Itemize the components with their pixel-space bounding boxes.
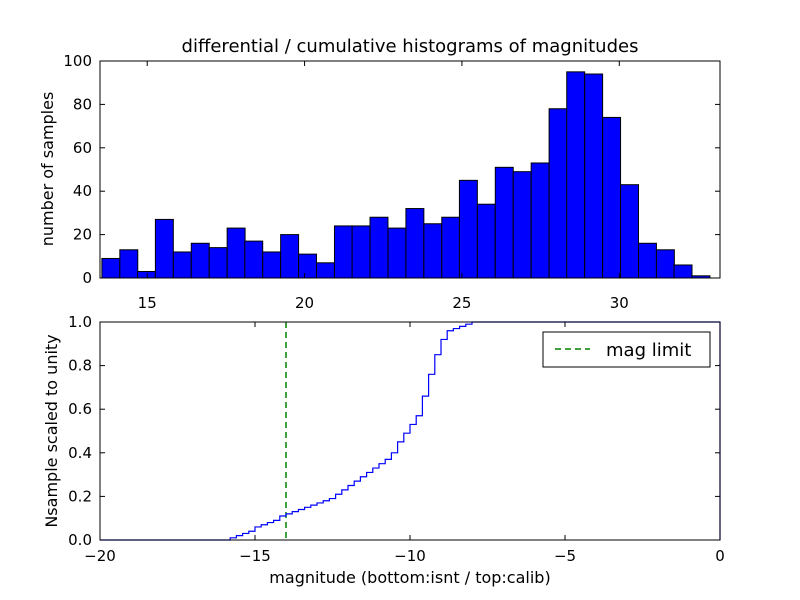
histogram-bar <box>620 184 639 279</box>
histogram-bar <box>244 240 264 279</box>
histogram-bar <box>262 251 282 279</box>
histogram-bar <box>423 223 443 279</box>
histogram-bar <box>119 249 139 279</box>
top-axis-ticks: 15 20 25 30 0 20 40 60 80 100 <box>63 52 720 312</box>
histogram-bar <box>441 216 461 279</box>
y-tick-label: 60 <box>73 139 92 157</box>
histogram-bar <box>190 242 210 279</box>
histogram-bars <box>101 71 711 279</box>
x-tick-label: 30 <box>610 294 629 312</box>
legend-label: mag limit <box>606 340 691 361</box>
y-tick-label: 0.2 <box>68 487 92 505</box>
histogram-bar <box>154 218 174 279</box>
legend: mag limit <box>542 331 711 368</box>
histogram-bar <box>351 225 371 279</box>
y-tick-label: 40 <box>73 182 92 200</box>
top-axes-frame <box>99 60 721 279</box>
bottom-ylabel: Nsample scaled to unity <box>42 334 61 527</box>
y-tick-label: 0.8 <box>68 357 92 375</box>
x-tick-label: 15 <box>138 294 157 312</box>
histogram-bar <box>101 257 121 279</box>
histogram-bar <box>673 264 693 279</box>
histogram-bar <box>494 166 514 279</box>
histogram-bar <box>548 108 568 279</box>
histogram-bar <box>208 247 228 279</box>
bottom-axis-ticks: −20 −15 −10 −5 0 0.0 0.2 0.4 0.6 0.8 1.0 <box>68 313 725 565</box>
top-ylabel: number of samples <box>38 92 57 247</box>
histogram-bar <box>476 203 496 279</box>
histogram-bar <box>369 216 389 279</box>
histogram-bar <box>333 225 353 279</box>
histogram-bar <box>405 208 425 279</box>
x-tick-label: 25 <box>452 294 471 312</box>
histogram-bar <box>637 242 657 279</box>
y-tick-label: 0.4 <box>68 444 92 462</box>
histogram-bar <box>316 262 335 279</box>
histogram-bar <box>566 71 586 279</box>
bottom-xlabel: magnitude (bottom:isnt / top:calib) <box>269 568 550 587</box>
y-tick-label: 80 <box>73 95 92 113</box>
x-tick-label: −10 <box>394 547 426 565</box>
histogram-bar <box>530 162 550 279</box>
y-tick-label: 0 <box>82 269 92 287</box>
bottom-cumulative: −20 −15 −10 −5 0 0.0 0.2 0.4 0.6 0.8 1.0 mag limit… <box>42 313 725 587</box>
histogram-bar <box>298 253 318 279</box>
cumulative-step-line <box>100 321 721 541</box>
y-tick-label: 1.0 <box>68 313 92 331</box>
histogram-bar <box>602 116 622 279</box>
x-tick-label: 20 <box>295 294 314 312</box>
histogram-bar <box>136 270 156 279</box>
histogram-bar <box>226 227 246 279</box>
x-tick-label: 0 <box>715 547 725 565</box>
histogram-bar <box>655 249 675 279</box>
histogram-bar <box>458 179 478 279</box>
histogram-bar <box>280 234 300 279</box>
bottom-axes-frame <box>99 321 721 541</box>
histogram-bar <box>584 73 604 279</box>
y-tick-label: 0.6 <box>68 400 92 418</box>
x-tick-label: −20 <box>84 547 116 565</box>
x-tick-label: −15 <box>239 547 271 565</box>
histogram-bar <box>512 171 532 279</box>
y-tick-label: 0.0 <box>68 531 92 549</box>
y-tick-label: 100 <box>63 52 92 70</box>
x-tick-label: −5 <box>554 547 576 565</box>
top-histogram: differential / cumulative histograms of … <box>38 36 721 312</box>
histogram-bar <box>387 227 407 279</box>
y-tick-label: 20 <box>73 226 92 244</box>
top-chart-title: differential / cumulative histograms of … <box>182 36 639 57</box>
histogram-bar <box>172 251 192 279</box>
